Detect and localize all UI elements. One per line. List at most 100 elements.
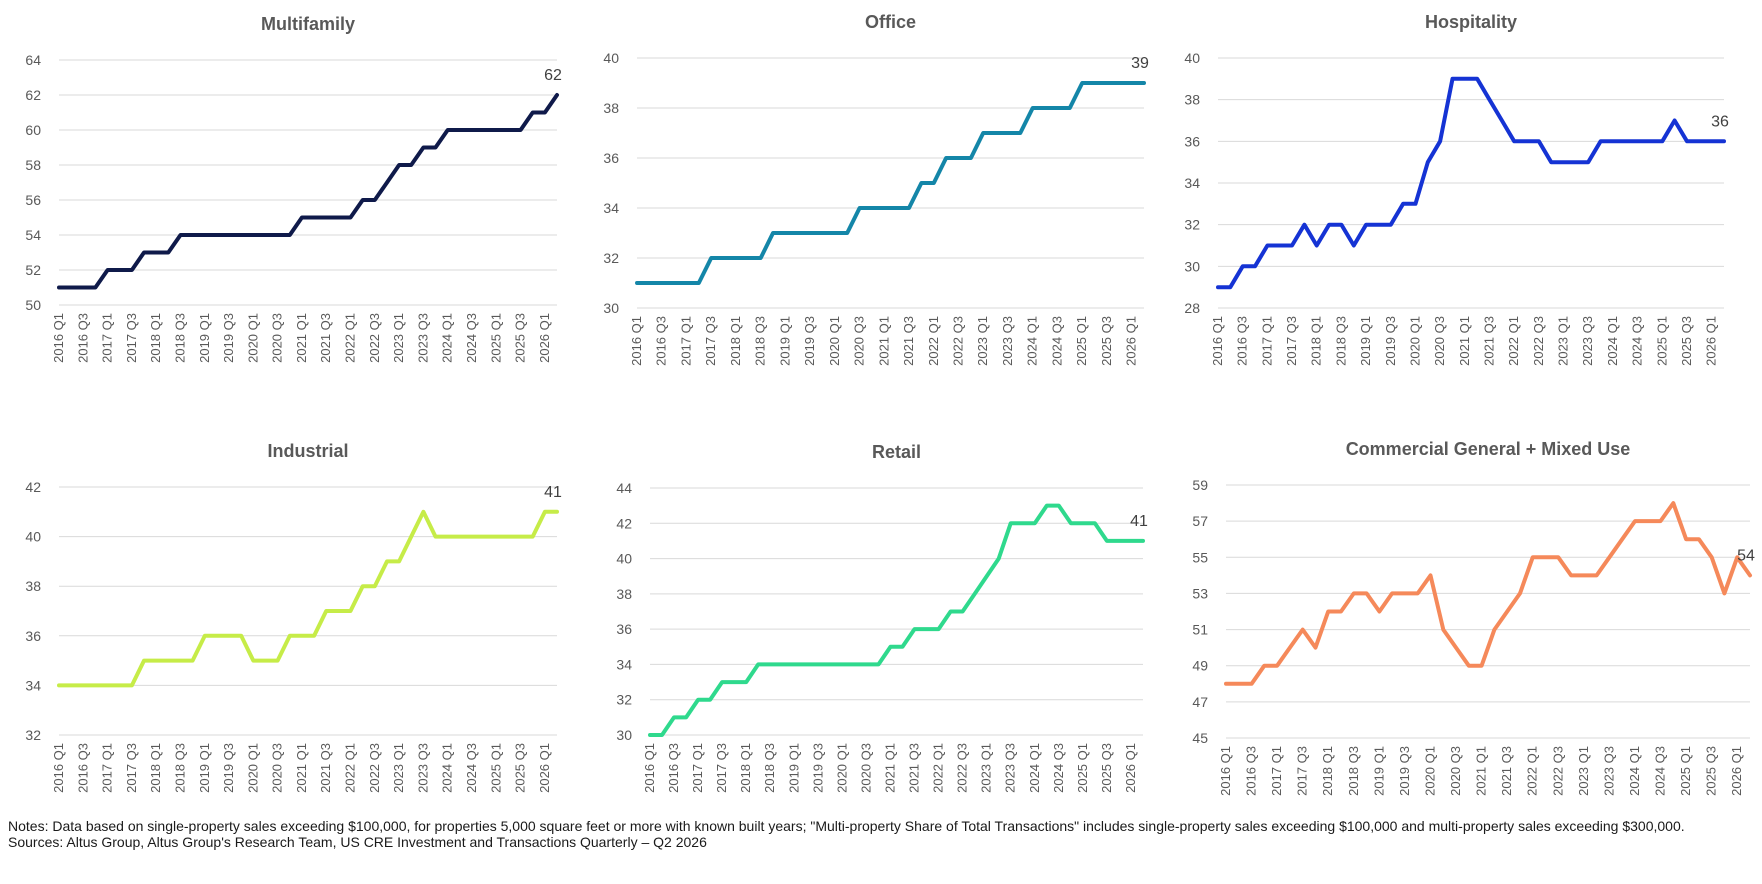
x-tick-label: 2017 Q3 (703, 316, 718, 366)
y-tick-label: 34 (603, 200, 619, 216)
x-tick-label: 2017 Q3 (124, 313, 139, 363)
series-line (57, 509, 559, 688)
x-tick-label: 2020 Q1 (245, 743, 260, 793)
x-tick-label: 2026 Q1 (1704, 316, 1719, 366)
y-tick-label: 38 (25, 578, 41, 594)
y-tick-label: 52 (25, 262, 41, 278)
x-tick-label: 2022 Q3 (951, 316, 966, 366)
x-tick-label: 2023 Q1 (1576, 746, 1591, 796)
x-tick-label: 2024 Q1 (440, 313, 455, 363)
data-label: 41 (544, 484, 562, 501)
x-tick-label: 2021 Q1 (882, 743, 897, 793)
x-tick-label: 2019 Q3 (1383, 316, 1398, 366)
x-tick-label: 2026 Q1 (1729, 746, 1744, 796)
x-tick-label: 2020 Q3 (1448, 746, 1463, 796)
x-tick-label: 2019 Q1 (1371, 746, 1386, 796)
y-tick-label: 53 (1192, 585, 1208, 601)
y-tick-label: 40 (603, 50, 619, 66)
data-label: 62 (544, 67, 562, 84)
x-tick-label: 2016 Q3 (1235, 316, 1250, 366)
y-tick-label: 62 (25, 87, 41, 103)
x-tick-label: 2018 Q3 (172, 743, 187, 793)
x-tick-label: 2026 Q1 (537, 313, 552, 363)
x-tick-label: 2020 Q1 (1407, 316, 1422, 366)
x-tick-label: 2017 Q1 (1269, 746, 1284, 796)
x-tick-label: 2025 Q1 (1654, 316, 1669, 366)
x-tick-label: 2025 Q1 (1075, 743, 1090, 793)
data-label: 41 (1130, 513, 1148, 530)
x-tick-label: 2019 Q1 (1358, 316, 1373, 366)
y-tick-label: 57 (1192, 513, 1208, 529)
y-tick-label: 64 (25, 52, 41, 68)
x-tick-label: 2026 Q1 (1123, 743, 1138, 793)
x-tick-label: 2016 Q3 (1244, 746, 1259, 796)
x-tick-label: 2024 Q1 (1025, 316, 1040, 366)
x-tick-label: 2019 Q1 (777, 316, 792, 366)
x-tick-label: 2024 Q3 (1051, 743, 1066, 793)
y-tick-label: 44 (616, 480, 632, 496)
x-tick-label: 2017 Q1 (100, 313, 115, 363)
x-tick-label: 2021 Q1 (294, 313, 309, 363)
x-tick-label: 2019 Q3 (1397, 746, 1412, 796)
y-tick-label: 55 (1192, 549, 1208, 565)
series-line (1224, 501, 1752, 686)
y-tick-label: 34 (25, 677, 41, 693)
x-tick-label: 2016 Q1 (1218, 746, 1233, 796)
y-tick-label: 30 (603, 300, 619, 316)
x-tick-label: 2024 Q3 (464, 313, 479, 363)
x-tick-label: 2019 Q3 (221, 313, 236, 363)
x-tick-label: 2024 Q1 (440, 743, 455, 793)
y-tick-label: 47 (1192, 694, 1208, 710)
x-tick-label: 2023 Q3 (1003, 743, 1018, 793)
x-tick-label: 2019 Q3 (802, 316, 817, 366)
y-tick-label: 54 (25, 227, 41, 243)
x-tick-label: 2016 Q1 (51, 313, 66, 363)
y-tick-label: 49 (1192, 658, 1208, 674)
x-tick-label: 2021 Q3 (318, 743, 333, 793)
x-tick-label: 2020 Q1 (1422, 746, 1437, 796)
x-tick-label: 2019 Q1 (197, 743, 212, 793)
y-tick-label: 36 (603, 150, 619, 166)
x-tick-label: 2022 Q3 (367, 313, 382, 363)
x-tick-label: 2021 Q3 (907, 743, 922, 793)
series-line (648, 503, 1145, 737)
y-tick-label: 34 (616, 656, 632, 672)
x-tick-label: 2018 Q1 (1309, 316, 1324, 366)
x-tick-label: 2024 Q1 (1605, 316, 1620, 366)
multifamily-chart: Multifamily 50 52 54 56 58 60 62 64 2016 Q1 2016 Q… (25, 14, 562, 363)
x-tick-label: 2023 Q1 (391, 313, 406, 363)
chart-title: Commercial General + Mixed Use (1346, 439, 1631, 459)
chart-title: Office (865, 12, 916, 32)
x-tick-label: 2023 Q3 (1580, 316, 1595, 366)
x-tick-label: 2022 Q1 (343, 313, 358, 363)
x-tick-label: 2019 Q1 (786, 743, 801, 793)
x-tick-label: 2024 Q3 (1653, 746, 1668, 796)
x-tick-label: 2017 Q1 (1259, 316, 1274, 366)
x-tick-label: 2023 Q1 (979, 743, 994, 793)
x-tick-label: 2018 Q1 (738, 743, 753, 793)
x-tick-label: 2016 Q1 (642, 743, 657, 793)
x-tick-label: 2022 Q3 (955, 743, 970, 793)
y-tick-label: 32 (603, 250, 619, 266)
x-tick-label: 2017 Q3 (714, 743, 729, 793)
x-tick-label: 2016 Q3 (654, 316, 669, 366)
series-line (635, 81, 1146, 285)
y-tick-label: 45 (1192, 730, 1208, 746)
y-tick-label: 59 (1192, 477, 1208, 493)
x-tick-label: 2018 Q1 (148, 743, 163, 793)
data-label: 54 (1737, 547, 1755, 564)
chart-title: Industrial (267, 441, 348, 461)
y-tick-label: 34 (1184, 175, 1200, 191)
chart-title: Hospitality (1425, 12, 1517, 32)
y-tick-label: 40 (1184, 50, 1200, 66)
series-line (1216, 76, 1726, 290)
x-tick-label: 2023 Q1 (975, 316, 990, 366)
y-tick-label: 32 (616, 692, 632, 708)
data-label: 39 (1131, 55, 1149, 72)
x-tick-label: 2021 Q1 (1457, 316, 1472, 366)
x-tick-label: 2020 Q3 (270, 743, 285, 793)
x-tick-label: 2018 Q3 (753, 316, 768, 366)
footnotes: Notes: Data based on single-property sal… (8, 818, 1753, 850)
y-tick-label: 38 (616, 586, 632, 602)
x-tick-label: 2020 Q1 (245, 313, 260, 363)
